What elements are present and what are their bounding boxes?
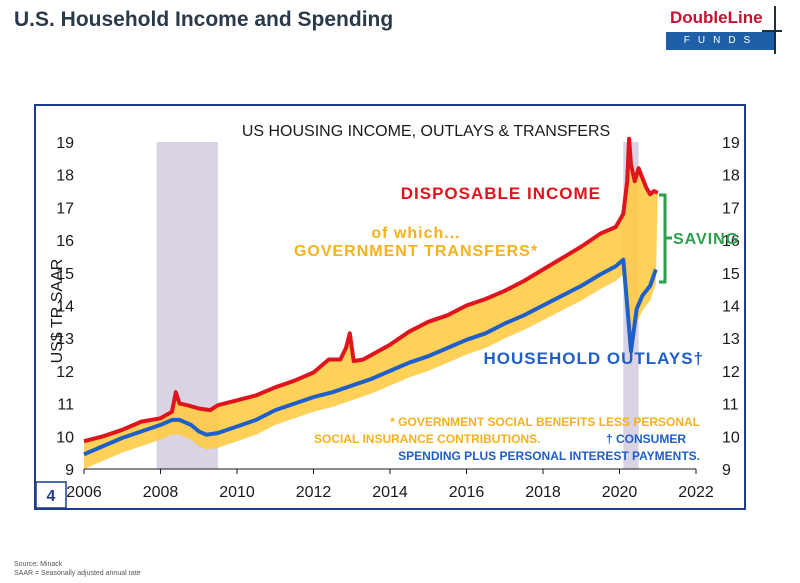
transfers-label-line1: of which... [371, 225, 460, 242]
footnote-line1: * GOVERNMENT SOCIAL BENEFITS LESS PERSON… [390, 415, 700, 429]
saving-bracket [659, 193, 672, 284]
y-tick-right-11: 11 [722, 397, 739, 414]
chart-frame: 9 9 10 10 11 11 12 12 13 13 14 14 15 15 16 16 17 17 18 18 19… [34, 104, 746, 510]
y-tick-left-9: 9 [65, 462, 74, 479]
footnote-line3: SPENDING PLUS PERSONAL INTEREST PAYMENTS… [398, 449, 700, 463]
household-outlays-line [83, 257, 658, 457]
y-tick-right-19: 19 [722, 135, 740, 152]
transfers-label-line2: GOVERNMENT TRANSFERS* [294, 243, 538, 260]
logo-funds-bar: FUNDS [666, 32, 776, 50]
x-tick-2010: 2010 [219, 484, 255, 501]
saar-note: SAAR = Seasonally adjusted annual rate [14, 570, 141, 577]
x-tick-2018: 2018 [525, 484, 561, 501]
logo-wordmark: DoubleLine [670, 8, 763, 27]
chart-svg: 9 9 10 10 11 11 12 12 13 13 14 14 15 15 16 16 17 17 18 18 19… [35, 123, 740, 509]
page-title: U.S. Household Income and Spending [14, 8, 394, 31]
y-tick-left-10: 10 [56, 429, 74, 446]
disposable-income-line [83, 136, 659, 444]
x-tick-2008: 2008 [143, 484, 179, 501]
y-tick-left-14: 14 [56, 299, 74, 316]
footnote-line2a: SOCIAL INSURANCE CONTRIBUTIONS. [314, 432, 540, 446]
logo-cross-horizontal [762, 30, 782, 32]
x-tick-2006: 2006 [66, 484, 102, 501]
disposable-income-label: DISPOSABLE INCOME [401, 184, 601, 203]
y-tick-left-11: 11 [57, 397, 74, 414]
y-tick-left-12: 12 [56, 364, 74, 381]
x-tick-2012: 2012 [296, 484, 332, 501]
y-tick-right-17: 17 [722, 200, 740, 217]
y-tick-left-18: 18 [56, 168, 74, 185]
x-tick-2022: 2022 [678, 484, 714, 501]
source-note: Source: Minack SAAR = Seasonally adjuste… [14, 560, 141, 578]
x-tick-2014: 2014 [372, 484, 408, 501]
footnote-line2b: † CONSUMER [606, 432, 686, 446]
y-tick-right-10: 10 [722, 429, 740, 446]
y-tick-left-13: 13 [56, 331, 74, 348]
y-tick-right-14: 14 [722, 299, 740, 316]
y-tick-left-16: 16 [56, 233, 74, 250]
y-tick-left-19: 19 [56, 135, 74, 152]
household-outlays-label: HOUSEHOLD OUTLAYS† [484, 349, 704, 368]
y-tick-right-12: 12 [722, 364, 740, 381]
y-tick-right-9: 9 [722, 462, 731, 479]
y-axis-label: US$ TR SAAR [49, 259, 66, 364]
x-tick-2020: 2020 [602, 484, 638, 501]
saving-label: SAVING [673, 231, 739, 248]
y-tick-left-15: 15 [56, 266, 74, 283]
y-tick-right-13: 13 [722, 331, 740, 348]
y-tick-right-15: 15 [722, 266, 740, 283]
chart-number: 4 [47, 488, 56, 505]
x-tick-2016: 2016 [449, 484, 485, 501]
chart-title: US HOUSING INCOME, OUTLAYS & TRANSFERS [242, 123, 610, 140]
y-tick-right-16: 16 [722, 233, 740, 250]
y-tick-right-18: 18 [722, 168, 740, 185]
y-tick-left-17: 17 [56, 200, 74, 217]
doubleline-logo: DoubleLine FUNDS [666, 6, 782, 54]
source-line: Source: Minack [14, 561, 63, 568]
